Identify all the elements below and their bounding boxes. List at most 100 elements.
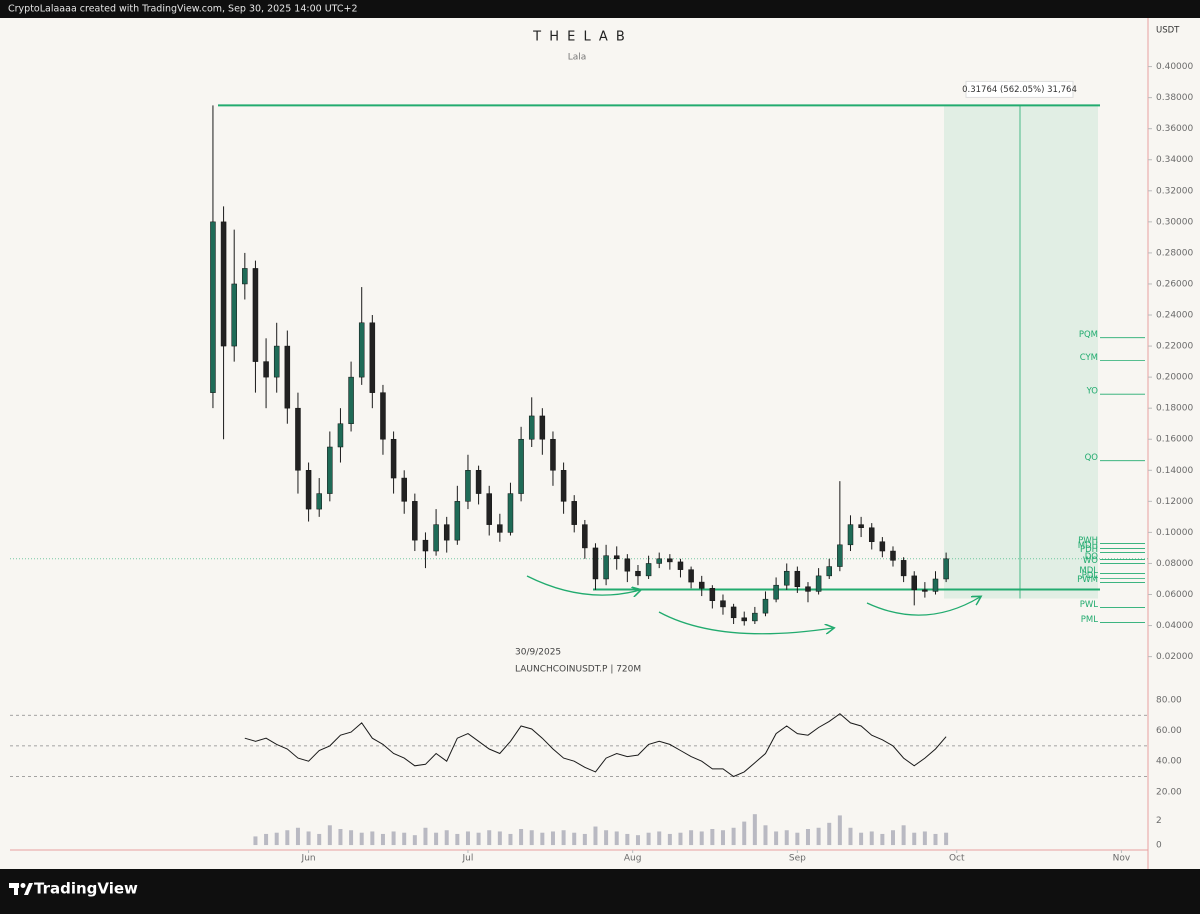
- level-label: PML: [1081, 615, 1098, 625]
- volume-bar: [455, 833, 460, 846]
- level-label: MDH: [1078, 541, 1098, 551]
- candle-body: [762, 598, 769, 614]
- y-tick-label: 0.34000: [1156, 155, 1193, 165]
- volume-bar: [264, 833, 269, 846]
- volume-bar: [795, 832, 800, 846]
- candle-body: [539, 415, 546, 440]
- volume-bar: [667, 833, 672, 846]
- level-label: MDL: [1079, 566, 1098, 576]
- volume-bar: [646, 832, 651, 846]
- volume-bar: [922, 831, 927, 846]
- volume-bar: [901, 825, 906, 846]
- candle-body: [231, 283, 237, 347]
- candle-body: [582, 524, 588, 549]
- volume-bar: [285, 830, 290, 846]
- candle-body: [337, 423, 344, 448]
- y-tick-label: 0.04000: [1156, 621, 1193, 631]
- x-tick-label: Oct: [949, 854, 965, 864]
- candle-body: [252, 268, 259, 362]
- rsi-tick-label: 60.00: [1156, 726, 1182, 736]
- candle-body: [932, 578, 939, 592]
- candle-body: [624, 558, 631, 572]
- currency: USDT: [1156, 26, 1180, 36]
- volume-bar: [827, 822, 832, 846]
- candle-body: [783, 570, 790, 586]
- volume-bar: [465, 831, 470, 846]
- candle-body: [879, 541, 886, 552]
- volume-bar: [763, 825, 768, 846]
- level-label: PWH: [1078, 536, 1098, 546]
- volume-bar: [391, 831, 396, 846]
- level-label: QO: [1085, 453, 1099, 463]
- volume-bar: [434, 832, 439, 846]
- rsi-tick-label: 80.00: [1156, 695, 1182, 705]
- candle-body: [433, 524, 439, 552]
- candle-body: [273, 345, 280, 378]
- volume-bar: [402, 832, 407, 846]
- rsi-tick-label: 40.00: [1156, 757, 1182, 767]
- symbol-label: LAUNCHCOINUSDT.P | 720M: [515, 665, 641, 675]
- volume-bar: [635, 835, 640, 846]
- candle-body: [635, 570, 641, 577]
- rsi-line: [244, 713, 947, 778]
- header: CryptoLalaaaa created with TradingView.c…: [8, 4, 358, 15]
- volume-bar: [933, 833, 938, 846]
- volume-bar: [253, 836, 258, 846]
- candle-body: [327, 446, 333, 494]
- candle-body: [422, 539, 429, 552]
- candle-body: [900, 560, 907, 577]
- candle-body: [210, 221, 216, 393]
- y-tick-label: 0.20000: [1156, 373, 1193, 383]
- candle-body: [815, 575, 822, 592]
- y-tick-label: 0.10000: [1156, 528, 1193, 538]
- volume-bar: [476, 832, 481, 846]
- candle-body: [720, 600, 726, 608]
- volume-bar: [859, 832, 864, 846]
- y-tick-label: 0.30000: [1156, 217, 1193, 227]
- candle-body: [613, 555, 620, 560]
- y-tick-label: 0.40000: [1156, 62, 1193, 72]
- level-label: PWL: [1080, 600, 1099, 610]
- candle-body: [805, 586, 811, 592]
- volume-bar: [497, 831, 502, 846]
- candle-body: [401, 477, 407, 502]
- candle-body: [390, 438, 397, 479]
- volume-bar: [625, 833, 630, 846]
- candle-body: [837, 544, 843, 567]
- candle-body: [677, 561, 684, 570]
- x-tick-label: Jul: [462, 854, 474, 864]
- candle-body: [284, 345, 291, 409]
- measure-label: 0.31764 (562.05%) 31,764: [962, 85, 1077, 95]
- level-label: PDH: [1080, 545, 1098, 555]
- volume-bar: [593, 826, 598, 846]
- volume-bar: [837, 815, 842, 846]
- volume-bar: [774, 831, 779, 846]
- x-tick-label: Sep: [789, 854, 806, 864]
- volume-bar: [380, 833, 385, 846]
- candle-body: [645, 563, 652, 577]
- volume-bar: [678, 832, 683, 846]
- volume-bar: [880, 833, 885, 846]
- volume-bar: [572, 832, 577, 846]
- candle-body: [709, 588, 716, 601]
- candle-body: [412, 501, 418, 541]
- volume-bar: [487, 830, 492, 846]
- candle-body: [730, 606, 737, 619]
- y-tick-label: 0.02000: [1156, 652, 1193, 662]
- candle-body: [826, 566, 832, 577]
- level-label: DO: [1085, 552, 1099, 562]
- candle-body: [263, 361, 269, 378]
- candle-body: [667, 558, 673, 563]
- candle-body: [528, 415, 535, 440]
- candle-body: [603, 555, 609, 580]
- volume-bar: [349, 830, 354, 846]
- y-tick-label: 0.24000: [1156, 311, 1193, 321]
- volume-bar: [720, 830, 725, 846]
- volume-bar: [912, 832, 917, 846]
- arrow: [658, 611, 833, 635]
- volume-bar: [338, 829, 343, 846]
- candle-body: [358, 322, 365, 378]
- candle-body: [560, 470, 567, 502]
- volume-bar: [274, 832, 279, 846]
- volume-bar: [604, 830, 609, 846]
